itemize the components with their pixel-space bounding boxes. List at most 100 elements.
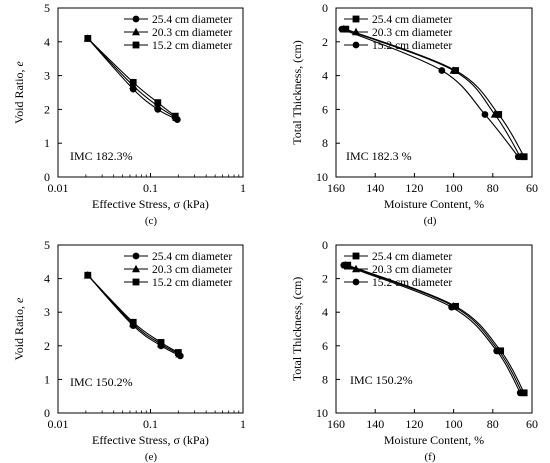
series-line [87, 274, 179, 353]
series-line [345, 28, 525, 158]
chart-panel-d: 160 140 120 100 80 60 0 2 4 6 8 10 Moisture Content,… [290, 1, 538, 227]
legend-marker-triangle [352, 264, 360, 273]
legend-marker-square [132, 278, 140, 286]
panel-label: (c) [145, 215, 158, 227]
legend-label: 15.2 cm diameter [372, 40, 452, 52]
x-tick-label: 80 [487, 417, 499, 431]
data-point-triangle [449, 66, 458, 74]
legend-label: 20.3 cm diameter [372, 27, 452, 39]
y-tick-label: 10 [316, 170, 328, 184]
y-tick-label: 2 [322, 272, 328, 286]
y-axis-title-symbol: e [12, 60, 26, 66]
legend-marker-square [352, 15, 360, 23]
series-line [347, 264, 525, 394]
x-tick-label: 0.01 [48, 181, 69, 195]
legend-label: 20.3 cm diameter [152, 264, 232, 276]
x-tick-label: 1 [240, 417, 246, 431]
x-axis-title: Moisture Content, % [384, 433, 484, 447]
x-tick-label: 160 [327, 181, 345, 195]
series-line [87, 38, 178, 121]
y-tick-label: 3 [44, 69, 50, 83]
y-axis-title: Total Thickness, (cm) [290, 40, 304, 145]
y-axis-title: Void Ratio, e [12, 297, 26, 360]
y-tick-label: 6 [322, 102, 328, 116]
y-tick-label: 0 [44, 170, 50, 184]
chart-panel-f: 160 140 120 100 80 60 0 2 4 6 8 10 Moisture Content,… [290, 238, 538, 463]
panel-label: (f) [425, 451, 436, 463]
legend-marker-circle [132, 15, 140, 23]
y-tick-label: 2 [44, 339, 50, 353]
legend-marker-square [132, 41, 140, 49]
legend-marker-triangle [132, 27, 140, 36]
legend-label: 20.3 cm diameter [372, 264, 452, 276]
x-tick-label: 80 [487, 181, 499, 195]
series-line [345, 264, 523, 394]
data-point-square [520, 153, 528, 161]
y-tick-label: 1 [44, 372, 50, 386]
data-point-circle [514, 153, 522, 161]
data-point-circle [516, 389, 524, 397]
data-point-circle [448, 303, 456, 311]
y-tick-label: 1 [44, 136, 50, 150]
legend-label: 25.4 cm diameter [372, 14, 452, 26]
series-line [87, 38, 176, 117]
y-tick-label: 0 [322, 1, 328, 15]
panel-label: (d) [424, 215, 437, 227]
y-tick-label: 8 [322, 372, 328, 386]
x-tick-label: 60 [526, 181, 538, 195]
legend-label: 15.2 cm diameter [152, 277, 232, 289]
chart-panel-c: 0.01 0.1 1 0 1 2 3 4 5 Effective Stress, σ (kPa) V… [12, 1, 246, 227]
y-tick-label: 5 [44, 238, 50, 252]
legend-marker-triangle [352, 27, 360, 36]
data-point-square [154, 99, 162, 107]
chart-panel-e: 0.01 0.1 1 0 1 2 3 4 5 Effective Stress, σ (kPa) V… [12, 238, 246, 463]
data-point-square [171, 112, 179, 120]
x-tick-label: 120 [405, 181, 423, 195]
y-tick-label: 4 [322, 69, 328, 83]
y-tick-label: 4 [322, 305, 328, 319]
data-point-circle [340, 261, 348, 269]
y-axis-title: Total Thickness, (cm) [290, 277, 304, 382]
y-axis-title-symbol: e [12, 297, 26, 303]
annotation-label: IMC 150.2% [350, 373, 413, 387]
y-tick-label: 4 [44, 35, 50, 49]
legend-label: 25.4 cm diameter [372, 251, 452, 263]
x-tick-label: 140 [366, 181, 384, 195]
y-tick-label: 6 [322, 339, 328, 353]
legend-label: 15.2 cm diameter [372, 277, 452, 289]
y-axis-title-text: Void Ratio, [12, 303, 26, 360]
legend-marker-circle [352, 278, 360, 286]
x-axis-title: Effective Stress, σ (kPa) [92, 197, 209, 211]
data-point-square [495, 111, 503, 118]
data-point-circle [493, 347, 501, 355]
annotation-label: IMC 150.2% [70, 375, 133, 389]
x-tick-label: 140 [366, 417, 384, 431]
x-axis-title: Effective Stress, σ (kPa) [92, 433, 209, 447]
data-point-circle [481, 111, 489, 118]
legend-label: 15.2 cm diameter [152, 40, 232, 52]
y-axis-title-text: Total Thickness, (cm) [290, 277, 304, 382]
x-tick-label: 0.1 [143, 181, 158, 195]
y-axis-title-text: Void Ratio, [12, 66, 26, 123]
data-point-square [129, 318, 137, 326]
y-tick-label: 0 [44, 406, 50, 420]
x-tick-label: 0.01 [48, 417, 69, 431]
data-point-square [84, 35, 92, 42]
x-axis-title: Moisture Content, % [384, 197, 484, 211]
panel-label: (e) [145, 451, 158, 463]
data-point-square [157, 339, 165, 346]
data-point-circle [338, 25, 346, 33]
legend-marker-circle [132, 252, 140, 260]
data-point-square [84, 271, 92, 279]
y-tick-label: 2 [322, 35, 328, 49]
y-tick-label: 0 [322, 238, 328, 252]
legend-marker-circle [352, 41, 360, 49]
x-tick-label: 1 [240, 181, 246, 195]
legend-label: 25.4 cm diameter [152, 14, 232, 26]
x-tick-label: 100 [445, 417, 463, 431]
x-tick-label: 100 [445, 181, 463, 195]
series-line [343, 264, 521, 394]
data-point-square [174, 349, 182, 356]
data-point-circle [438, 67, 446, 74]
